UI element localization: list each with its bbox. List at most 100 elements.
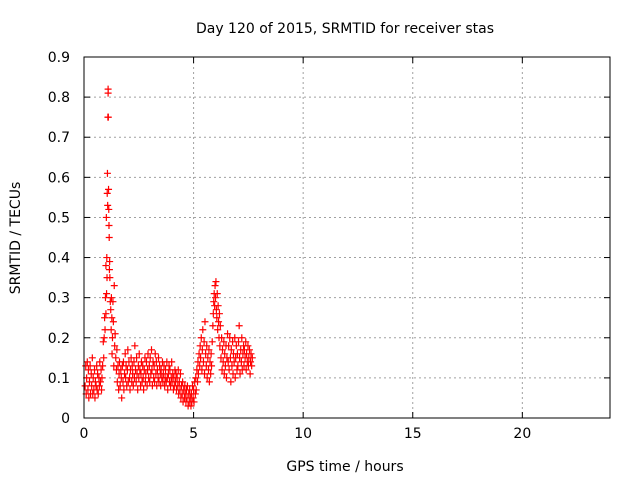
data-point [248, 362, 256, 370]
data-point [135, 350, 143, 358]
data-point [140, 386, 148, 394]
data-point [122, 362, 130, 370]
data-point [101, 314, 109, 322]
data-point [137, 382, 145, 390]
data-point [174, 366, 182, 374]
data-point [213, 314, 221, 322]
data-point [231, 374, 239, 382]
data-point [112, 354, 120, 362]
data-point [205, 346, 213, 354]
data-point [126, 386, 134, 394]
data-point [155, 354, 163, 362]
data-point [88, 354, 96, 362]
data-point [105, 234, 113, 241]
data-point [101, 294, 109, 302]
data-point [103, 254, 111, 262]
data-point [84, 386, 92, 394]
x-tick-label: 15 [404, 426, 422, 442]
x-tick-label: 10 [294, 426, 312, 442]
data-point [123, 382, 131, 390]
data-point [131, 342, 139, 350]
data-point [142, 358, 150, 366]
data-point [232, 342, 240, 350]
data-point [235, 322, 243, 330]
data-point [188, 382, 196, 390]
data-point [179, 378, 187, 386]
y-tick-label: 0.9 [48, 50, 70, 66]
data-point [118, 394, 126, 402]
data-point [107, 294, 115, 302]
data-point [113, 346, 121, 354]
data-point [196, 362, 204, 370]
data-point [212, 278, 220, 286]
data-point [213, 290, 221, 298]
y-tick-label: 0 [61, 411, 70, 427]
data-point [204, 354, 212, 362]
data-point [91, 366, 99, 374]
data-point [203, 342, 211, 350]
data-point [83, 358, 91, 366]
data-point [244, 342, 252, 350]
x-axis-label: GPS time / hours [286, 459, 403, 475]
data-point [218, 334, 226, 342]
data-point [104, 201, 112, 209]
data-point [139, 362, 147, 370]
y-tick-label: 0.6 [48, 170, 70, 186]
data-point [133, 354, 141, 362]
data-point [105, 205, 113, 213]
data-point [134, 386, 142, 394]
data-point [221, 362, 229, 370]
y-tick-label: 0.8 [48, 90, 70, 106]
x-tick-label: 5 [189, 426, 198, 442]
data-point [173, 374, 181, 382]
data-point [104, 89, 112, 97]
data-point [235, 338, 243, 346]
data-point [238, 334, 246, 342]
data-point [103, 290, 111, 298]
data-point [105, 221, 113, 229]
data-point [102, 213, 110, 221]
y-tick-label: 0.1 [48, 371, 70, 387]
data-point [236, 370, 244, 378]
data-point [106, 258, 114, 266]
plot-frame [83, 56, 611, 419]
data-point [151, 350, 159, 358]
data-point [103, 189, 111, 197]
data-point [192, 374, 200, 382]
data-point [207, 370, 215, 378]
data-point [212, 294, 219, 302]
data-point [87, 370, 95, 378]
data-point [108, 350, 116, 358]
data-point [204, 366, 212, 374]
data-point [230, 358, 238, 366]
data-point [105, 185, 113, 193]
data-point [214, 326, 222, 334]
data-point [97, 366, 105, 374]
data-point [111, 330, 119, 338]
x-tick-label: 20 [513, 426, 531, 442]
data-point [104, 113, 112, 121]
data-point [231, 334, 239, 342]
data-point [81, 382, 89, 390]
data-point [105, 266, 113, 274]
data-point [234, 362, 242, 370]
data-point [217, 354, 225, 362]
data-point [111, 342, 119, 350]
data-point [205, 378, 213, 386]
data-point [208, 338, 216, 346]
data-point [215, 310, 223, 318]
data-point [246, 370, 254, 378]
data-point [242, 338, 250, 346]
data-point [84, 366, 92, 374]
data-point [228, 362, 236, 370]
data-point [99, 362, 107, 370]
data-point [197, 354, 205, 362]
data-point [199, 358, 207, 366]
data-point [93, 362, 101, 370]
data-point [130, 358, 138, 366]
data-point [211, 282, 219, 290]
data-point [121, 370, 129, 378]
data-point [229, 370, 237, 378]
y-axis-label: SRMTID / TECUs [8, 182, 24, 295]
data-point [98, 374, 106, 382]
